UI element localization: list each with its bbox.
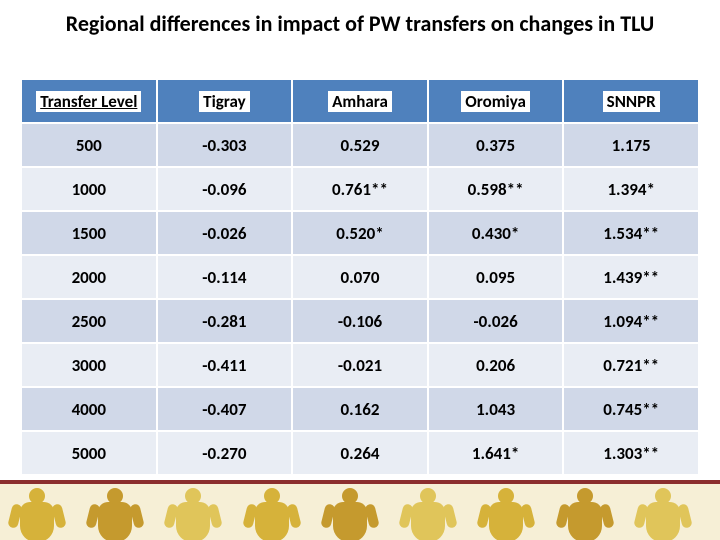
figure-head [420, 488, 436, 504]
footer-figure [8, 484, 66, 540]
figure-body [20, 502, 54, 540]
table-cell: -0.096 [157, 167, 293, 211]
table-cell: -0.114 [157, 255, 293, 299]
table-cell: -0.270 [157, 431, 293, 475]
table-cell: 1.043 [428, 387, 564, 431]
table-cell: 0.430* [428, 211, 564, 255]
figure-body [333, 502, 367, 540]
table-cell: 1.534** [563, 211, 699, 255]
table-cell: 0.598** [428, 167, 564, 211]
data-table-wrap: Transfer Level Tigray Amhara Oromiya SNN… [20, 78, 700, 476]
table-cell: -0.407 [157, 387, 293, 431]
table-cell: 1.439** [563, 255, 699, 299]
table-body: 500-0.3030.5290.3751.1751000-0.0960.761*… [21, 123, 699, 475]
col-header-snnpr: SNNPR [563, 79, 699, 123]
col-header-label: Oromiya [461, 91, 530, 112]
table-cell: 0.745** [563, 387, 699, 431]
table-cell: 0.264 [292, 431, 428, 475]
table-header-row: Transfer Level Tigray Amhara Oromiya SNN… [21, 79, 699, 123]
table-cell: 0.162 [292, 387, 428, 431]
col-header-label: SNNPR [603, 91, 660, 112]
col-header-label: Transfer Level [36, 91, 141, 112]
table-row: 1500-0.0260.520*0.430*1.534** [21, 211, 699, 255]
figure-body [98, 502, 132, 540]
table-cell: -0.303 [157, 123, 293, 167]
table-row: 5000-0.2700.2641.641*1.303** [21, 431, 699, 475]
table-row: 4000-0.4070.1621.0430.745** [21, 387, 699, 431]
table-cell: 0.206 [428, 343, 564, 387]
table-row: 3000-0.411-0.0210.2060.721** [21, 343, 699, 387]
footer-figure [86, 484, 144, 540]
table-cell: 500 [21, 123, 157, 167]
figure-body [176, 502, 210, 540]
figure-head [29, 488, 45, 504]
col-header-transfer-level: Transfer Level [21, 79, 157, 123]
slide: Regional differences in impact of PW tra… [0, 0, 720, 540]
table-cell: -0.026 [428, 299, 564, 343]
footer-figure [556, 484, 614, 540]
table-cell: 0.095 [428, 255, 564, 299]
table-cell: 0.761** [292, 167, 428, 211]
footer-figure [164, 484, 222, 540]
table-cell: 5000 [21, 431, 157, 475]
table-cell: 1500 [21, 211, 157, 255]
footer-figure [399, 484, 457, 540]
footer-figure [321, 484, 379, 540]
table-cell: 0.070 [292, 255, 428, 299]
footer-band [0, 484, 720, 540]
data-table: Transfer Level Tigray Amhara Oromiya SNN… [20, 78, 700, 476]
table-cell: 1.641* [428, 431, 564, 475]
figure-body [646, 502, 680, 540]
table-cell: 1000 [21, 167, 157, 211]
col-header-label: Amhara [328, 91, 392, 112]
table-cell: 0.721** [563, 343, 699, 387]
slide-title: Regional differences in impact of PW tra… [40, 10, 680, 38]
table-cell: 0.375 [428, 123, 564, 167]
figure-head [342, 488, 358, 504]
figure-body [568, 502, 602, 540]
table-row: 1000-0.0960.761**0.598**1.394* [21, 167, 699, 211]
table-cell: -0.021 [292, 343, 428, 387]
table-cell: 2500 [21, 299, 157, 343]
col-header-amhara: Amhara [292, 79, 428, 123]
table-cell: -0.106 [292, 299, 428, 343]
table-cell: 1.094** [563, 299, 699, 343]
figure-head [264, 488, 280, 504]
footer-figure [634, 484, 692, 540]
table-cell: 1.303** [563, 431, 699, 475]
table-cell: -0.411 [157, 343, 293, 387]
table-row: 500-0.3030.5290.3751.175 [21, 123, 699, 167]
col-header-oromiya: Oromiya [428, 79, 564, 123]
table-cell: 4000 [21, 387, 157, 431]
table-cell: 1.175 [563, 123, 699, 167]
footer-figure [477, 484, 535, 540]
figure-body [489, 502, 523, 540]
table-cell: 0.520* [292, 211, 428, 255]
col-header-label: Tigray [199, 91, 249, 112]
footer-figure [243, 484, 301, 540]
table-row: 2000-0.1140.0700.0951.439** [21, 255, 699, 299]
figure-head [655, 488, 671, 504]
figure-body [255, 502, 289, 540]
figure-head [577, 488, 593, 504]
table-row: 2500-0.281-0.106-0.0261.094** [21, 299, 699, 343]
table-cell: 3000 [21, 343, 157, 387]
table-cell: -0.026 [157, 211, 293, 255]
table-cell: 0.529 [292, 123, 428, 167]
col-header-tigray: Tigray [157, 79, 293, 123]
table-cell: -0.281 [157, 299, 293, 343]
table-cell: 1.394* [563, 167, 699, 211]
figure-body [411, 502, 445, 540]
table-cell: 2000 [21, 255, 157, 299]
